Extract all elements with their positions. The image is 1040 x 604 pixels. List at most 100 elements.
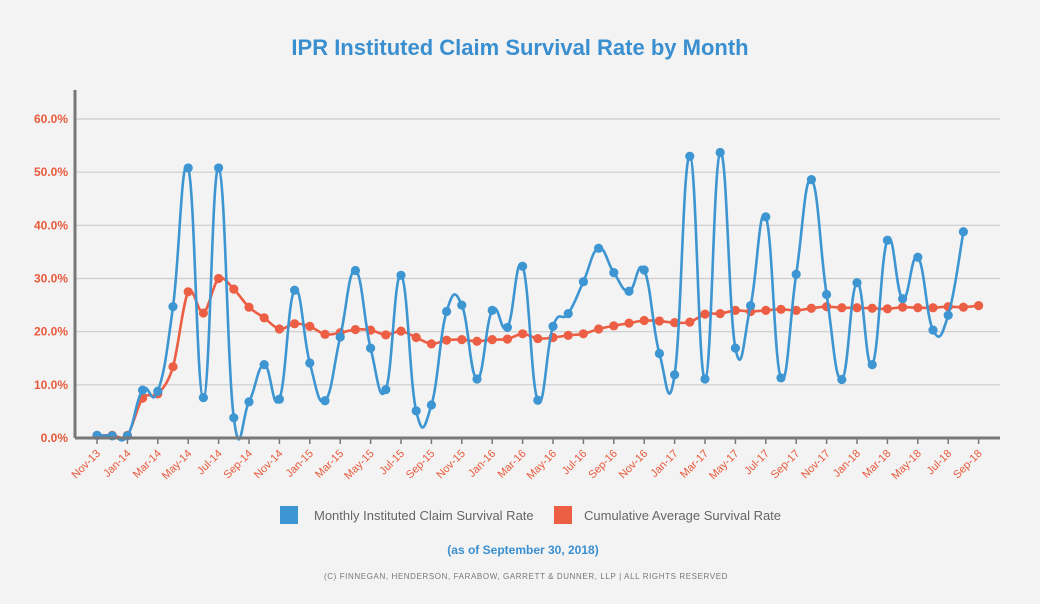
y-tick-label: 30.0% [34,272,68,286]
data-point [487,305,497,315]
data-point [457,335,467,345]
data-point [806,175,817,185]
data-point [578,329,589,339]
x-tick-label: Jan-14 [101,448,133,480]
data-point [974,301,984,311]
x-tick-label: Mar-17 [678,448,711,481]
data-point [168,302,178,312]
x-tick-label: Mar-14 [131,448,164,481]
data-point [594,324,604,334]
series-layer [92,147,984,442]
data-point [867,303,877,313]
data-point [442,335,452,345]
data-point [563,308,573,319]
data-point [882,235,893,245]
legend-swatch-monthly [280,506,298,524]
x-tick-label: Jul-18 [925,448,955,478]
x-tick-label: Jan-17 [648,448,680,480]
y-tick-label: 0.0% [41,431,69,445]
x-tick-label: Sep-17 [769,448,803,482]
x-tick-label: Jul-15 [377,448,407,478]
data-point [290,319,300,329]
chart-title: IPR Instituted Claim Survival Rate by Mo… [291,35,748,60]
data-point [244,302,254,312]
x-tick-label: Sep-14 [222,448,256,482]
data-point [609,321,619,331]
data-point [898,294,908,304]
data-point [411,406,421,416]
data-point [259,313,269,323]
data-point [624,286,634,296]
data-point [183,287,193,297]
legend-label-monthly: Monthly Instituted Claim Survival Rate [314,508,534,523]
data-point [928,325,938,335]
data-point [837,374,847,385]
data-point [290,285,300,295]
data-point [259,360,269,370]
as-of-note: (as of September 30, 2018) [447,543,598,557]
x-tick-label: Jul-16 [560,448,590,478]
data-point [457,300,467,310]
data-point [867,360,877,370]
data-point [639,315,649,326]
data-point [548,321,558,331]
data-point [746,301,756,311]
data-point [806,303,817,313]
x-tick-label: Nov-13 [70,448,104,482]
data-point [366,343,376,353]
copyright-notice: (C) FINNEGAN, HENDERSON, FARABOW, GARRET… [324,572,728,581]
x-tick-label: Jan-16 [466,448,498,480]
series-line [96,151,965,442]
series-monthly [92,147,969,442]
data-point [305,321,315,331]
data-point [518,261,528,271]
data-point [563,330,573,340]
data-point [730,343,741,353]
x-tick-label: Mar-15 [313,448,346,481]
data-point [578,277,589,287]
data-point [381,385,391,395]
x-tick-label: Jan-15 [284,448,316,480]
y-tick-label: 50.0% [34,165,68,179]
data-point [882,304,893,314]
data-point [502,322,512,333]
data-point [472,374,482,384]
x-tick-label: Sep-16 [586,448,620,482]
data-point [442,306,452,317]
data-point [533,333,543,344]
y-tick-label: 60.0% [34,112,68,126]
data-point [761,212,771,222]
data-point [411,332,421,343]
data-point [776,304,786,314]
data-point [350,265,360,276]
data-point [396,270,406,280]
data-point [761,305,771,315]
data-point [487,335,497,345]
y-tick-label: 10.0% [34,378,68,392]
data-point [791,305,801,315]
x-tick-label: Nov-16 [617,448,651,482]
gridlines [75,118,1000,386]
legend: Monthly Instituted Claim Survival Rate C… [280,506,781,524]
y-axis-ticks: 0.0% 10.0% 20.0% 30.0% 40.0% 50.0% 60.0% [34,112,68,445]
data-point [183,163,193,173]
data-point [624,318,634,328]
data-point [958,227,969,237]
data-point [852,278,862,288]
data-point [609,268,619,278]
data-point [168,362,178,372]
data-point [350,324,360,335]
data-point [898,302,908,312]
data-point [426,339,436,349]
data-point [198,392,208,403]
data-point [958,302,969,312]
data-point [594,243,604,253]
data-point [943,310,953,320]
data-point [776,373,786,383]
data-point [214,163,224,173]
data-point [214,273,224,284]
x-tick-label: May-16 [525,448,559,482]
data-point [305,358,315,368]
x-tick-label: Mar-16 [496,448,529,481]
